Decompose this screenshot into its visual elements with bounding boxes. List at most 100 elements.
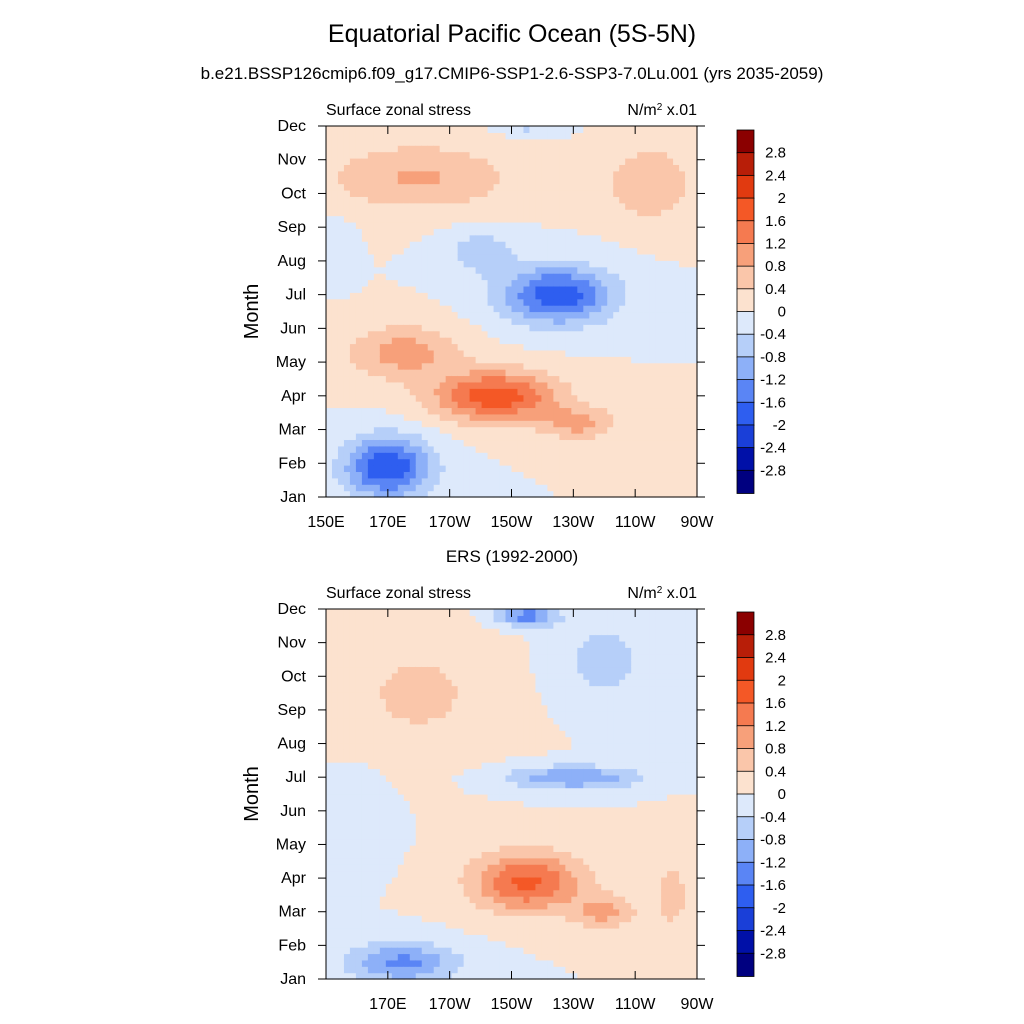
heatmap-cell [361, 723, 369, 731]
heatmap-cell [691, 189, 698, 197]
heatmap-cell [535, 138, 543, 146]
heatmap-cell [517, 311, 525, 319]
heatmap-cell [589, 407, 596, 415]
heatmap-cell [397, 439, 405, 447]
heatmap-cell [385, 433, 393, 441]
heatmap-cell [391, 215, 399, 223]
heatmap-cell [361, 742, 369, 750]
heatmap-cell [373, 730, 381, 738]
heatmap-cell [403, 902, 411, 910]
heatmap-cell [469, 279, 477, 287]
heatmap-cell [349, 401, 357, 409]
heatmap-cell [655, 132, 662, 140]
heatmap-cell [487, 445, 495, 453]
heatmap-cell [469, 292, 477, 300]
heatmap-cell [379, 730, 387, 738]
heatmap-cell [625, 317, 632, 325]
heatmap-cell [631, 349, 638, 357]
heatmap-cell [343, 337, 351, 345]
heatmap-cell [397, 228, 405, 236]
heatmap-cell [361, 653, 369, 661]
heatmap-cell [547, 388, 554, 396]
heatmap-cell [565, 157, 572, 165]
heatmap-cell [379, 749, 387, 757]
heatmap-cell [499, 458, 507, 466]
heatmap-cell [361, 401, 369, 409]
heatmap-cell [643, 445, 650, 453]
heatmap-cell [457, 215, 465, 223]
heatmap-cell [379, 452, 387, 460]
heatmap-cell [661, 138, 668, 146]
heatmap-cell [451, 927, 459, 935]
heatmap-cell [409, 298, 417, 306]
heatmap-cell [517, 426, 525, 434]
heatmap-cell [595, 126, 602, 133]
heatmap-cell [415, 433, 423, 441]
heatmap-cell [439, 609, 447, 616]
heatmap-cell [565, 196, 572, 204]
heatmap-cell [343, 401, 351, 409]
heatmap-cell [541, 317, 548, 325]
heatmap-cell [577, 145, 584, 153]
heatmap-cell [631, 189, 638, 197]
heatmap-cell [649, 311, 656, 319]
heatmap-cell [559, 388, 566, 396]
heatmap-cell [349, 806, 357, 814]
heatmap-cell [439, 215, 447, 223]
heatmap-cell [439, 621, 447, 629]
heatmap-cell [337, 819, 345, 827]
heatmap-cell [619, 151, 626, 159]
heatmap-cell [385, 704, 393, 712]
heatmap-cell [391, 369, 399, 377]
heatmap-cell [571, 266, 578, 274]
heatmap-cell [397, 647, 405, 655]
heatmap-cell [469, 471, 477, 479]
heatmap-cell [529, 401, 537, 409]
heatmap-cell [457, 381, 465, 389]
heatmap-cell [673, 241, 680, 249]
heatmap-cell [691, 202, 698, 210]
heatmap-cell [421, 640, 429, 648]
heatmap-cell [661, 407, 668, 415]
heatmap-cell [637, 311, 644, 319]
heatmap-cell [613, 298, 620, 306]
heatmap-cell [385, 362, 393, 370]
heatmap-cell [379, 343, 387, 351]
heatmap-cell [367, 762, 375, 770]
heatmap-cell [391, 749, 399, 757]
heatmap-cell [326, 465, 333, 473]
heatmap-cell [427, 253, 435, 261]
heatmap-cell [595, 234, 602, 242]
heatmap-cell [367, 311, 375, 319]
heatmap-cell [631, 426, 638, 434]
heatmap-cell [535, 241, 543, 249]
heatmap-cell [373, 253, 381, 261]
heatmap-cell [403, 330, 411, 338]
heatmap-cell [379, 209, 387, 217]
heatmap-cell [517, 401, 525, 409]
heatmap-cell [385, 653, 393, 661]
heatmap-cell [547, 317, 554, 325]
heatmap-cell [547, 241, 554, 249]
heatmap-cell [385, 183, 393, 191]
heatmap-cell [595, 401, 602, 409]
heatmap-cell [673, 157, 680, 165]
heatmap-cell [415, 381, 423, 389]
heatmap-cell [379, 132, 387, 140]
heatmap-cell [517, 132, 525, 140]
heatmap-cell [397, 609, 405, 616]
heatmap-cell [349, 298, 357, 306]
heatmap-cell [667, 298, 674, 306]
heatmap-cell [685, 202, 692, 210]
heatmap-cell [343, 170, 351, 178]
heatmap-cell [613, 228, 620, 236]
heatmap-cell [409, 439, 417, 447]
heatmap-cell [385, 465, 393, 473]
heatmap-cell [529, 209, 537, 217]
heatmap-cell [535, 477, 543, 485]
heatmap-cell [367, 934, 375, 942]
heatmap-cell [331, 628, 339, 636]
heatmap-cell [679, 196, 686, 204]
heatmap-cell [619, 439, 626, 447]
heatmap-cell [421, 458, 429, 466]
